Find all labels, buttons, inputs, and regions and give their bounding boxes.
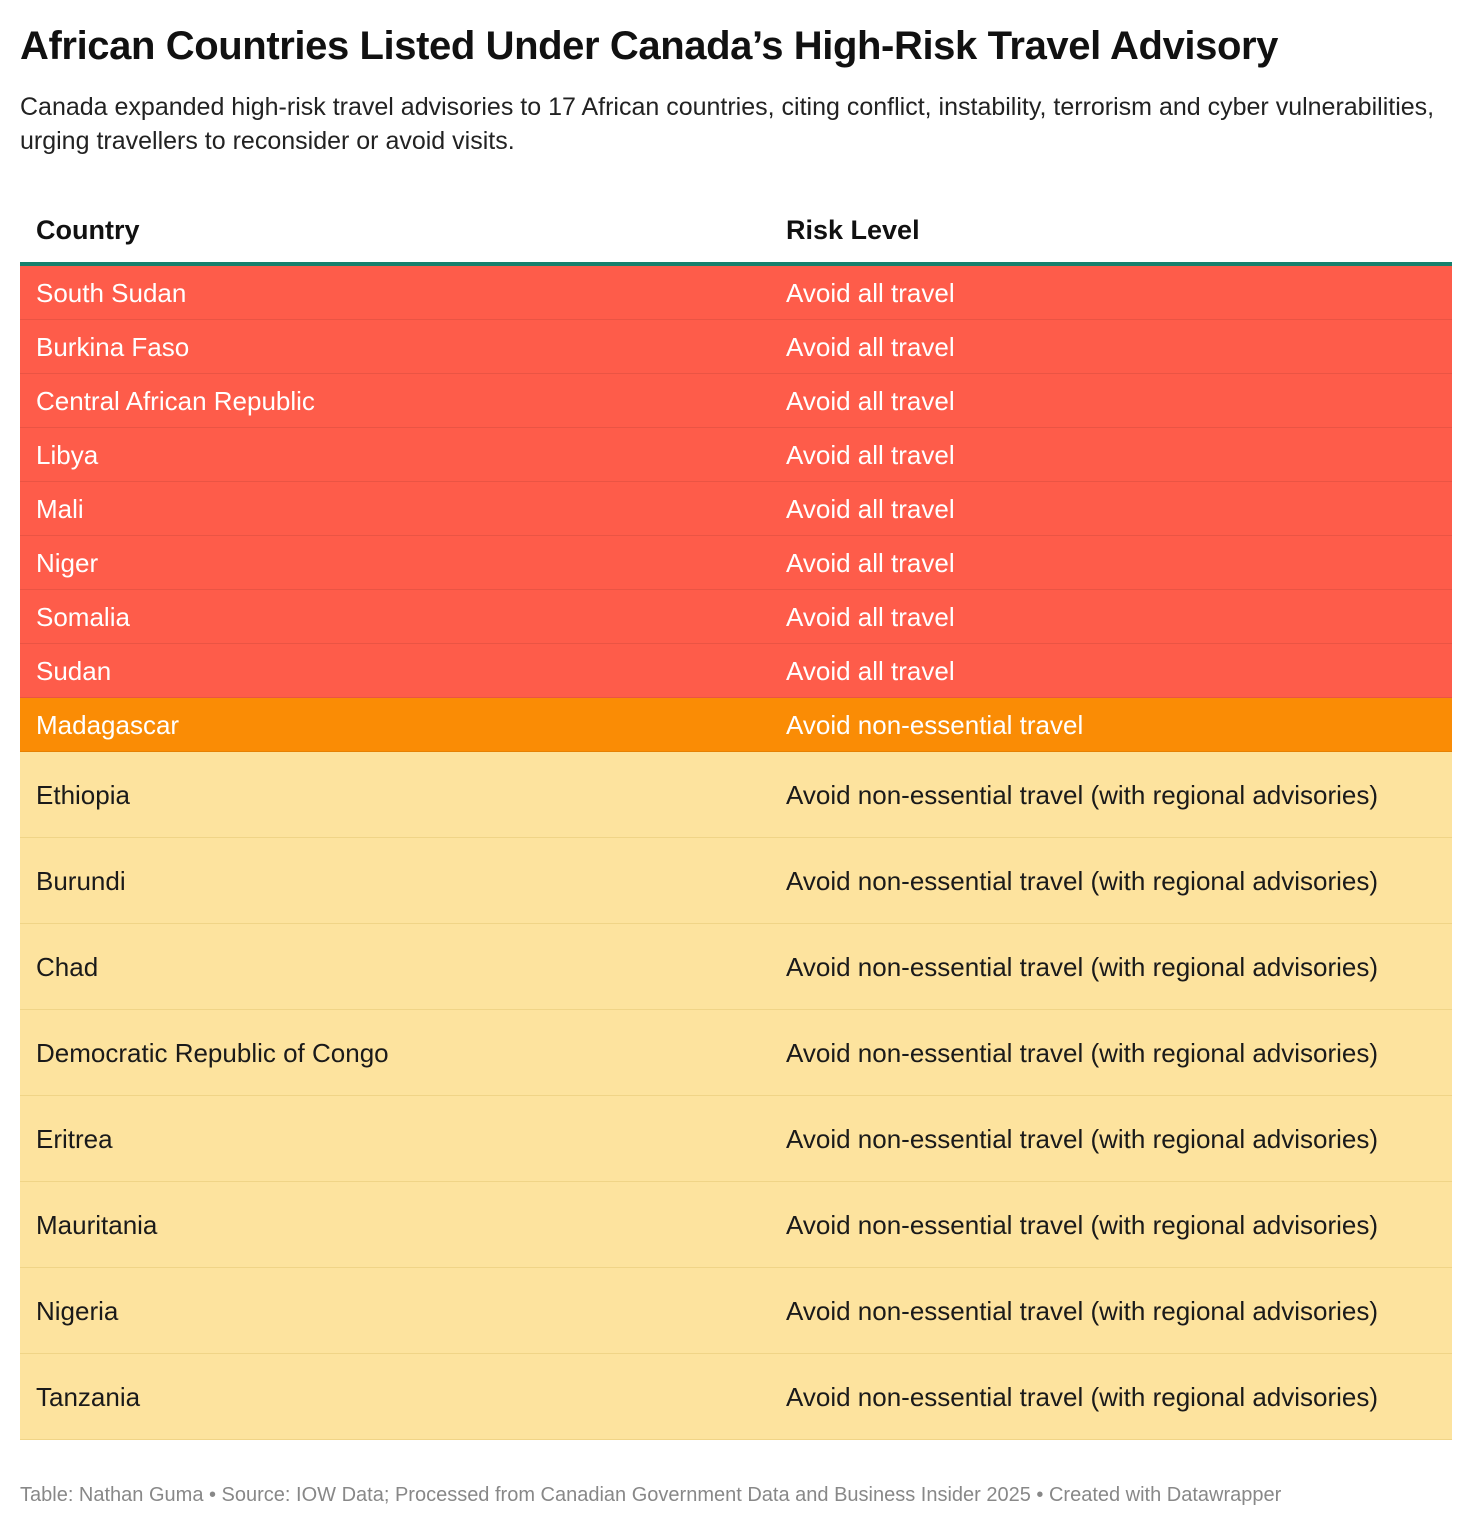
risk-level-cell: Avoid non-essential travel — [786, 709, 1084, 740]
table-row: Nigeria Avoid non-essential travel (with … — [20, 1268, 1452, 1354]
risk-level-cell: Avoid non-essential travel (with regiona… — [786, 1037, 1379, 1068]
country-cell: Burkina Faso — [36, 331, 190, 362]
table-row: Niger Avoid all travel — [20, 536, 1452, 590]
table-row: Burkina Faso Avoid all travel — [20, 320, 1452, 374]
risk-level-cell: Avoid non-essential travel (with regiona… — [786, 1381, 1379, 1412]
country-cell: Ethiopia — [36, 779, 130, 810]
table-row: South Sudan Avoid all travel — [20, 266, 1452, 320]
country-cell: Madagascar — [36, 709, 180, 740]
table-row: Central African Republic Avoid all travel — [20, 374, 1452, 428]
table-row: Ethiopia Avoid non-essential travel (with… — [20, 752, 1452, 838]
country-cell: Democratic Republic of Congo — [36, 1037, 389, 1068]
country-cell: Niger — [36, 547, 99, 578]
table-body: South Sudan Avoid all travel Burkina Faso A… — [20, 266, 1452, 1440]
table-row: Mauritania Avoid non-essential travel (wi… — [20, 1182, 1452, 1268]
risk-level-cell: Avoid non-essential travel (with regiona… — [786, 865, 1379, 896]
risk-level-cell: Avoid non-essential travel (with regiona… — [786, 779, 1379, 810]
risk-level-cell: Avoid all travel — [786, 439, 955, 470]
country-cell: Sudan — [36, 655, 112, 686]
risk-level-cell: Avoid all travel — [786, 493, 955, 524]
table-header: Country Risk Level — [20, 198, 1452, 266]
risk-level-cell: Avoid non-essential travel (with regiona… — [786, 1209, 1379, 1240]
risk-level-cell: Avoid all travel — [786, 655, 955, 686]
column-header-risk-level[interactable]: Risk Level — [786, 214, 920, 245]
country-cell: Mauritania — [36, 1209, 158, 1240]
table-row: Madagascar Avoid non-essential travel — [20, 698, 1452, 752]
country-cell: Libya — [36, 439, 99, 470]
risk-level-cell: Avoid non-essential travel (with regiona… — [786, 1295, 1379, 1326]
table-row: Chad Avoid non-essential travel (with reg… — [20, 924, 1452, 1010]
table-row: Mali Avoid all travel — [20, 482, 1452, 536]
country-cell: Chad — [36, 951, 99, 982]
column-header-country[interactable]: Country — [36, 214, 140, 245]
country-cell: Eritrea — [36, 1123, 113, 1154]
country-cell: Tanzania — [36, 1381, 141, 1412]
table-row: Democratic Republic of Congo Avoid non-es… — [20, 1010, 1452, 1096]
table-row: Somalia Avoid all travel — [20, 590, 1452, 644]
risk-level-cell: Avoid all travel — [786, 331, 955, 362]
table-row: Burundi Avoid non-essential travel (with … — [20, 838, 1452, 924]
country-cell: Nigeria — [36, 1295, 119, 1326]
country-cell: South Sudan — [36, 277, 187, 308]
table-row: Eritrea Avoid non-essential travel (with … — [20, 1096, 1452, 1182]
risk-level-cell: Avoid all travel — [786, 601, 955, 632]
country-cell: Mali — [36, 493, 84, 524]
country-cell: Central African Republic — [36, 385, 315, 416]
risk-level-cell: Avoid non-essential travel (with regiona… — [786, 1123, 1379, 1154]
table-row: Sudan Avoid all travel — [20, 644, 1452, 698]
risk-level-cell: Avoid all travel — [786, 385, 955, 416]
risk-level-cell: Avoid all travel — [786, 277, 955, 308]
country-cell: Somalia — [36, 601, 130, 632]
chart-title: African Countries Listed Under Canada’s … — [20, 24, 1279, 68]
risk-level-cell: Avoid non-essential travel (with regiona… — [786, 951, 1379, 982]
country-cell: Burundi — [36, 865, 126, 896]
table-row: Tanzania Avoid non-essential travel (with… — [20, 1354, 1452, 1440]
advisory-table: Country Risk Level South Sudan Avoid all … — [20, 198, 1452, 1440]
risk-level-cell: Avoid all travel — [786, 547, 955, 578]
source-credit: Table: Nathan Guma • Source: IOW Data; P… — [20, 1484, 1282, 1506]
table-row: Libya Avoid all travel — [20, 428, 1452, 482]
chart-subtitle: Canada expanded high-risk travel advisor… — [20, 93, 1435, 155]
